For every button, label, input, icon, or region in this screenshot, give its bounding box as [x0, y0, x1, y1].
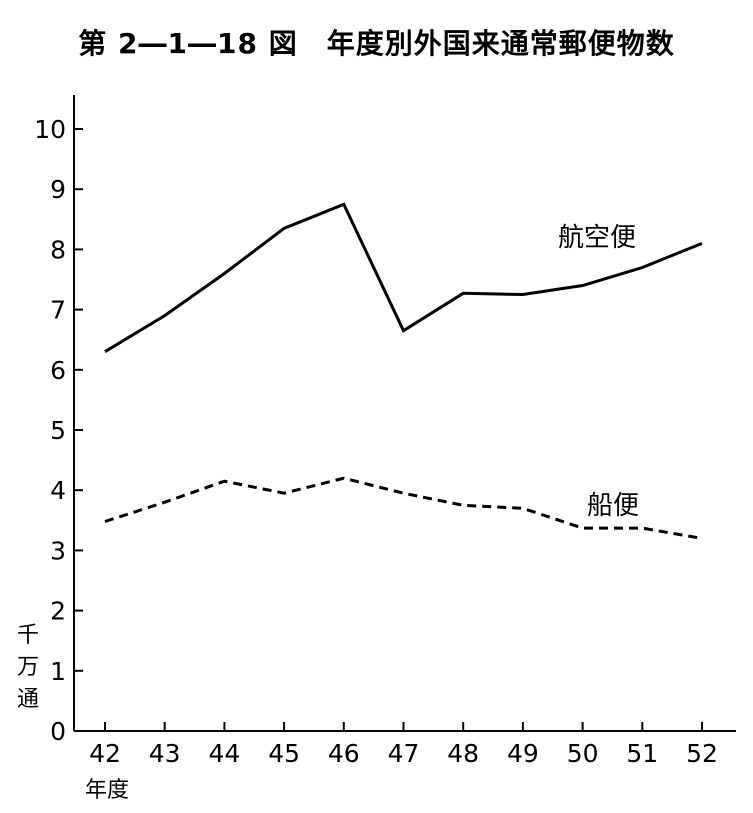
x-tick-label: 48: [447, 739, 479, 768]
y-tick-label: 10: [34, 115, 66, 144]
x-tick-label: 52: [686, 739, 718, 768]
x-tick-label: 51: [626, 739, 658, 768]
x-tick-label: 49: [507, 739, 539, 768]
air-mail-label: 航空便: [558, 223, 636, 253]
x-tick-label: 46: [328, 739, 360, 768]
y-tick-label: 8: [50, 235, 66, 264]
x-tick-label: 42: [89, 739, 121, 768]
y-tick-label: 9: [50, 175, 66, 204]
y-tick-label: 1: [50, 657, 66, 686]
y-axis-unit-char: 万: [17, 655, 39, 680]
series-lines: [104, 202, 703, 540]
ticks: [74, 128, 703, 731]
y-tick-label: 2: [50, 597, 66, 626]
y-tick-label: 3: [50, 536, 66, 565]
y-tick-label: 0: [50, 717, 66, 746]
air-mail-line: [104, 202, 703, 353]
axes: [73, 95, 736, 732]
y-axis-unit-char: 通: [17, 687, 39, 712]
x-tick-label: 44: [208, 739, 240, 768]
y-axis-unit-char: 千: [17, 623, 39, 648]
y-tick-label: 6: [50, 356, 66, 385]
sea-mail-line: [104, 476, 703, 540]
x-axis-label: 年度: [85, 778, 129, 803]
sea-mail-label: 船便: [587, 491, 639, 521]
x-tick-label: 50: [567, 739, 599, 768]
y-tick-label: 5: [50, 416, 66, 445]
x-tick-label: 45: [268, 739, 300, 768]
y-tick-label: 7: [50, 296, 66, 325]
x-tick-label: 43: [149, 739, 181, 768]
y-tick-label: 4: [50, 476, 66, 505]
chart-title: 第 2―1―18 図 年度別外国来通常郵便物数: [78, 27, 675, 60]
x-tick-label: 47: [388, 739, 420, 768]
